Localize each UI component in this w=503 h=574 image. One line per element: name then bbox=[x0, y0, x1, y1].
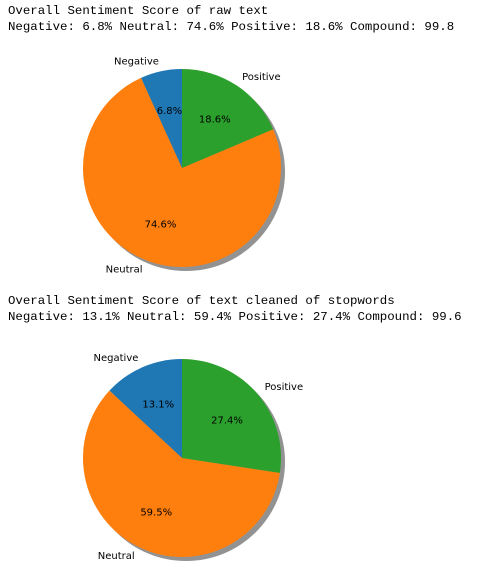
raw-text-pie-chart: Negative 6.8% Neutral 74.6% Positive 18.6% bbox=[83, 57, 285, 276]
slice-percent-positive: 18.6% bbox=[199, 114, 231, 125]
slice-percent-neutral: 59.5% bbox=[140, 508, 172, 519]
pie-slice-negative bbox=[140, 69, 182, 168]
slice-percent-positive: 27.4% bbox=[211, 415, 243, 426]
slice-percent-negative: 13.1% bbox=[142, 400, 174, 411]
pie-slice-neutral bbox=[83, 77, 281, 267]
slice-percent-negative: 6.8% bbox=[157, 106, 182, 117]
slice-percent-neutral: 74.6% bbox=[145, 219, 177, 230]
cleaned-text-pie-chart: Negative 13.1% Neutral 59.5% Positive 27.4% bbox=[82, 353, 304, 562]
raw-text-title: Overall Sentiment Score of raw text bbox=[8, 4, 269, 18]
slice-label-neutral: Neutral bbox=[106, 265, 143, 276]
cleaned-text-title: Overall Sentiment Score of text cleaned … bbox=[8, 294, 395, 308]
pie-slice-negative bbox=[109, 359, 182, 458]
slice-label-positive: Positive bbox=[242, 72, 281, 83]
slice-label-positive: Positive bbox=[265, 382, 304, 393]
slice-label-negative: Negative bbox=[94, 353, 139, 364]
raw-text-scores: Negative: 6.8% Neutral: 74.6% Positive: … bbox=[8, 20, 455, 34]
slice-label-negative: Negative bbox=[114, 57, 159, 68]
pie-slice-neutral bbox=[82, 390, 280, 557]
pie-slice-positive bbox=[182, 359, 281, 473]
cleaned-text-scores: Negative: 13.1% Neutral: 59.4% Positive:… bbox=[8, 310, 462, 324]
slice-label-neutral: Neutral bbox=[98, 551, 135, 562]
pie-slice-positive bbox=[182, 69, 274, 168]
